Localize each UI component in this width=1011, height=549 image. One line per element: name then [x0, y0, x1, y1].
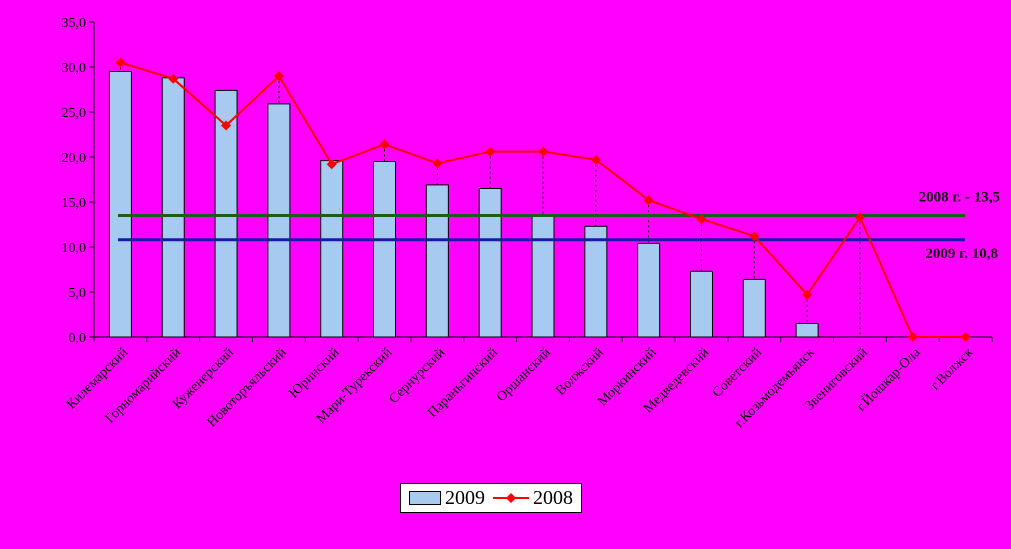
legend-item-2009: 2009 — [409, 487, 485, 510]
y-tick-label: 20,0 — [62, 151, 87, 166]
bar-2009 — [478, 188, 502, 338]
point-2008 — [749, 231, 760, 242]
y-tick-label: 15,0 — [62, 196, 87, 211]
legend-item-2008: 2008 — [493, 487, 573, 510]
bar-2009 — [689, 270, 713, 338]
y-tick-label: 25,0 — [62, 106, 87, 121]
x-tick-label: Волжский — [553, 345, 607, 399]
bar-2009 — [742, 278, 766, 338]
point-2008 — [538, 146, 548, 157]
point-2008 — [432, 158, 443, 169]
point-2008 — [273, 71, 284, 81]
point-2008 — [221, 120, 232, 131]
bar-2009 — [373, 161, 397, 338]
point-2008 — [485, 146, 496, 157]
legend-swatch-2009 — [409, 491, 441, 505]
point-2008 — [115, 57, 126, 68]
y-tick-label: 10,0 — [62, 241, 87, 256]
bar-2009 — [584, 225, 608, 338]
point-2008 — [643, 195, 654, 206]
bar-2009 — [795, 323, 819, 338]
bar-2009 — [425, 184, 449, 338]
legend: 2009 2008 — [400, 483, 582, 513]
x-tick-label: г.Волжск — [928, 345, 976, 393]
x-tick-label: Советский — [710, 345, 766, 401]
point-2008 — [802, 289, 813, 300]
y-tick-label: 30,0 — [62, 61, 87, 76]
legend-swatch-2008 — [493, 493, 529, 503]
bar-2009 — [531, 215, 555, 338]
point-2008 — [696, 214, 707, 225]
point-2008 — [590, 154, 601, 165]
point-2008 — [907, 332, 918, 342]
point-2008 — [854, 212, 865, 223]
reference-line-label: 2009 г. 10,8 — [925, 246, 998, 262]
legend-label-2008: 2008 — [533, 486, 573, 509]
y-tick-label: 0,0 — [69, 331, 87, 346]
bar-2009 — [320, 160, 344, 338]
x-tick-label: Оршанский — [494, 345, 554, 405]
reference-line-label: 2008 г. - 13,5 — [919, 190, 1000, 206]
point-2008 — [379, 139, 390, 150]
legend-label-2009: 2009 — [445, 486, 485, 509]
bar-2009 — [267, 103, 291, 338]
point-2008 — [960, 332, 971, 342]
point-2008 — [168, 73, 179, 84]
point-2008 — [326, 159, 337, 170]
x-tick-label: Юринский — [286, 345, 342, 401]
y-tick-label: 5,0 — [69, 286, 87, 301]
bar-2009 — [161, 77, 185, 338]
bar-2009 — [637, 242, 661, 338]
bar-2009 — [108, 71, 132, 338]
y-tick-label: 35,0 — [62, 16, 87, 31]
